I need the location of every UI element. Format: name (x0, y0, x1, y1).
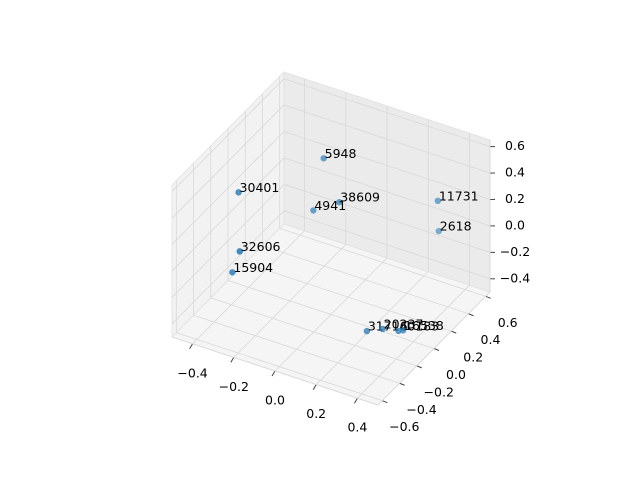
y-tick-label: 0.0 (446, 367, 466, 382)
z-tick-label: 0.4 (505, 165, 525, 180)
point-label: 2618 (440, 219, 472, 234)
z-tick-label: 0.0 (505, 217, 525, 232)
point (229, 269, 236, 276)
y-tick (485, 295, 491, 299)
z-tick-label: −0.4 (500, 270, 530, 285)
grid-line (210, 297, 417, 367)
y-axis-line (377, 291, 491, 406)
point-label: 4941 (314, 198, 346, 213)
grid-line (283, 78, 491, 147)
y-tick-label: −0.6 (389, 419, 419, 434)
x-tick-label: −0.2 (219, 379, 249, 394)
y-tick-label: 0.4 (481, 332, 501, 347)
grid-line (171, 131, 285, 245)
point (310, 207, 317, 214)
grid-line (262, 245, 469, 315)
grid-line (171, 78, 285, 192)
grid-line (171, 104, 285, 219)
y-tick (416, 365, 422, 369)
point-label: 32606 (241, 239, 281, 254)
y-tick-label: 0.6 (498, 315, 518, 330)
grid-line (171, 157, 285, 272)
y-tick (382, 400, 388, 404)
point-label: 30401 (240, 180, 280, 195)
y-tick (433, 348, 440, 351)
grid-line (283, 157, 491, 227)
grid-line (283, 210, 491, 280)
y-tick (451, 330, 457, 334)
x-tick (353, 397, 358, 404)
x-tick-label: −0.4 (177, 365, 207, 380)
grid-line (283, 183, 491, 253)
z-tick-label: −0.2 (500, 244, 530, 259)
point (379, 325, 386, 333)
point-label: 5948 (325, 146, 357, 161)
point (320, 155, 327, 162)
point-label: 38609 (340, 190, 380, 205)
grid-line (279, 227, 486, 297)
grid-line (193, 314, 400, 384)
grid-line (171, 210, 285, 325)
point-label: 11731 (439, 188, 479, 203)
y-tick-label: −0.2 (424, 384, 454, 399)
z-tick-label: 0.2 (505, 191, 525, 206)
x-tick (189, 343, 194, 350)
point (363, 327, 371, 335)
point (435, 227, 442, 235)
point (236, 248, 243, 255)
grid-line (245, 262, 452, 332)
grid-line (171, 184, 285, 298)
y-tick-label: −0.4 (406, 402, 436, 417)
x-tick-label: 0.0 (265, 393, 285, 408)
point-label: 16538 (404, 318, 444, 333)
grid-line (176, 332, 383, 402)
z-tick-label: 0.6 (505, 138, 525, 153)
grid-line (283, 131, 491, 200)
x-tick-label: 0.4 (347, 420, 367, 435)
point (235, 189, 242, 196)
point-label: 40183 (399, 318, 439, 333)
y-tick (468, 313, 474, 317)
point (336, 199, 343, 206)
point-label: 20237 (384, 317, 424, 332)
y-tick-label: 0.2 (463, 350, 483, 365)
x-tick (230, 357, 235, 363)
x-tick-label: 0.2 (306, 406, 326, 421)
x-tick (271, 370, 276, 377)
x-tick (312, 384, 317, 390)
point-label: 15904 (233, 260, 273, 275)
x-axis-line (171, 336, 379, 406)
point (399, 327, 407, 334)
grid-line (227, 280, 435, 349)
grid-line (283, 104, 491, 174)
point (434, 197, 442, 205)
y-tick (399, 382, 405, 386)
point (395, 327, 402, 335)
